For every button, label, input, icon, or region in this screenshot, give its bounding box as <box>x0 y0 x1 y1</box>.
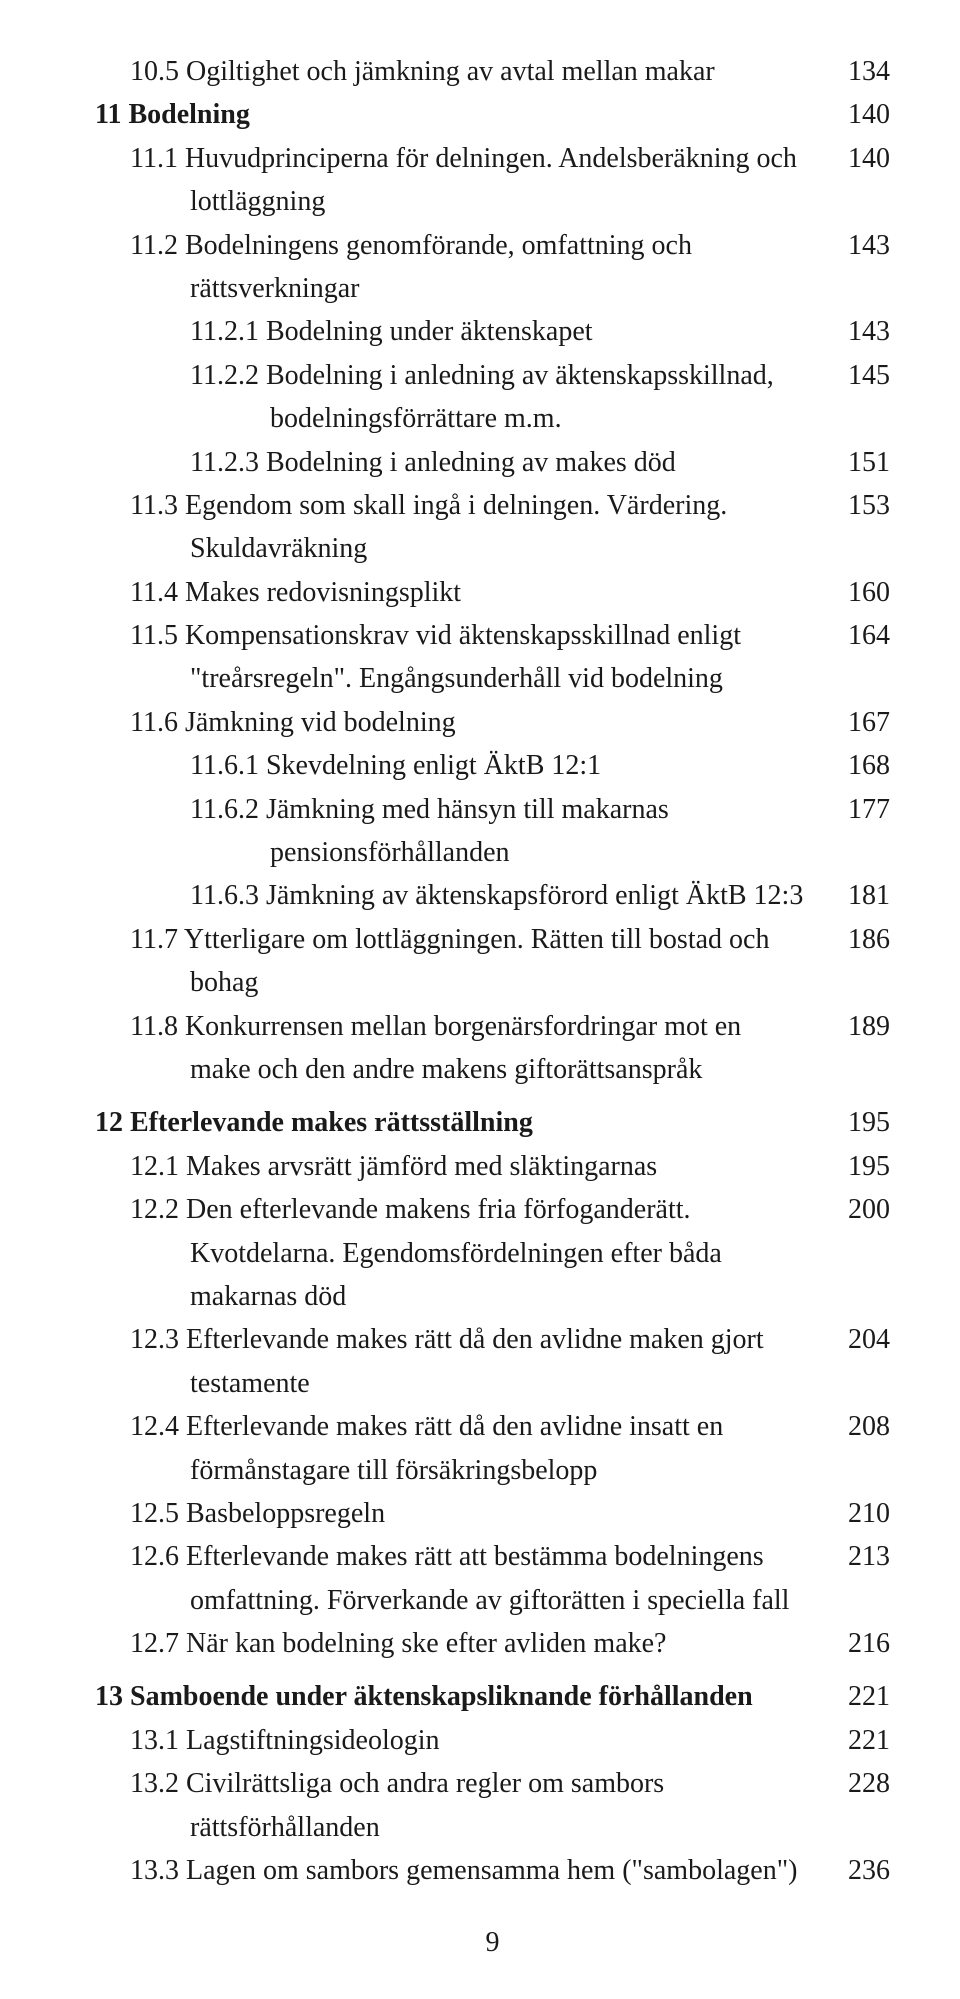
toc-entry: 11.2 Bodelningens genomförande, omfattni… <box>95 224 890 311</box>
toc-entry: 11.2.1 Bodelning under äktenskapet143 <box>95 310 890 353</box>
toc-entry: 13.1 Lagstiftningsideologin221 <box>95 1719 890 1762</box>
toc-entry-page: 213 <box>825 1535 890 1578</box>
toc-entry: 12 Efterlevande makes rättsställning195 <box>95 1101 890 1144</box>
toc-entry-text: 11.3 Egendom som skall ingå i delningen.… <box>95 484 825 571</box>
toc-entry-page: 168 <box>825 744 890 787</box>
toc-entry-page: 236 <box>825 1849 890 1892</box>
toc-entry: 13 Samboende under äktenskapsliknande fö… <box>95 1675 890 1718</box>
toc-entry-text: 13.1 Lagstiftningsideologin <box>95 1719 825 1762</box>
toc-entry-text: 11.1 Huvudprinciperna för delningen. And… <box>95 137 825 224</box>
toc-entry-page: 228 <box>825 1762 890 1805</box>
table-of-contents: 10.5 Ogiltighet och jämkning av avtal me… <box>95 50 890 1892</box>
toc-entry-text: 11.8 Konkurrensen mellan borgenärsfordri… <box>95 1005 825 1092</box>
toc-entry-page: 145 <box>825 354 890 397</box>
toc-entry-text: 12.5 Basbeloppsregeln <box>95 1492 825 1535</box>
toc-entry: 12.6 Efterlevande makes rätt att bestämm… <box>95 1535 890 1622</box>
toc-entry-text: 11.2.3 Bodelning i anledning av makes dö… <box>95 441 825 484</box>
toc-entry: 11.8 Konkurrensen mellan borgenärsfordri… <box>95 1005 890 1092</box>
toc-entry-page: 143 <box>825 310 890 353</box>
toc-entry-text: 12.4 Efterlevande makes rätt då den avli… <box>95 1405 825 1492</box>
toc-entry-page: 160 <box>825 571 890 614</box>
page-container: 10.5 Ogiltighet och jämkning av avtal me… <box>0 0 960 1999</box>
toc-entry: 11.2.3 Bodelning i anledning av makes dö… <box>95 441 890 484</box>
toc-entry: 12.4 Efterlevande makes rätt då den avli… <box>95 1405 890 1492</box>
toc-entry-text: 11.6.3 Jämkning av äktenskapsförord enli… <box>95 874 825 917</box>
toc-entry: 11 Bodelning140 <box>95 93 890 136</box>
toc-entry: 11.2.2 Bodelning i anledning av äktenska… <box>95 354 890 441</box>
toc-entry-page: 221 <box>825 1675 890 1718</box>
toc-entry: 11.7 Ytterligare om lottläggningen. Rätt… <box>95 918 890 1005</box>
toc-entry-page: 134 <box>825 50 890 93</box>
toc-entry-text: 10.5 Ogiltighet och jämkning av avtal me… <box>95 50 825 93</box>
toc-entry-page: 140 <box>825 137 890 180</box>
toc-entry-text: 11.2.1 Bodelning under äktenskapet <box>95 310 825 353</box>
toc-entry-page: 189 <box>825 1005 890 1048</box>
toc-entry: 11.3 Egendom som skall ingå i delningen.… <box>95 484 890 571</box>
toc-entry: 12.3 Efterlevande makes rätt då den avli… <box>95 1318 890 1405</box>
toc-entry-page: 204 <box>825 1318 890 1361</box>
toc-entry-page: 208 <box>825 1405 890 1448</box>
toc-entry-text: 11.6.1 Skevdelning enligt ÄktB 12:1 <box>95 744 825 787</box>
toc-entry: 11.1 Huvudprinciperna för delningen. And… <box>95 137 890 224</box>
toc-entry: 11.6 Jämkning vid bodelning167 <box>95 701 890 744</box>
toc-entry-page: 167 <box>825 701 890 744</box>
toc-entry-page: 177 <box>825 788 890 831</box>
toc-entry-page: 164 <box>825 614 890 657</box>
toc-entry: 12.1 Makes arvsrätt jämförd med släkting… <box>95 1145 890 1188</box>
toc-entry: 13.2 Civilrättsliga och andra regler om … <box>95 1762 890 1849</box>
toc-entry-page: 186 <box>825 918 890 961</box>
toc-entry: 12.5 Basbeloppsregeln210 <box>95 1492 890 1535</box>
toc-entry: 12.7 När kan bodelning ske efter avliden… <box>95 1622 890 1665</box>
toc-entry-page: 153 <box>825 484 890 527</box>
toc-entry-text: 13.2 Civilrättsliga och andra regler om … <box>95 1762 825 1849</box>
toc-entry: 11.6.2 Jämkning med hänsyn till makarnas… <box>95 788 890 875</box>
toc-entry-page: 216 <box>825 1622 890 1665</box>
toc-entry-text: 11.5 Kompensationskrav vid äktenskapsski… <box>95 614 825 701</box>
toc-entry-page: 210 <box>825 1492 890 1535</box>
toc-entry: 11.4 Makes redovisningsplikt160 <box>95 571 890 614</box>
toc-entry-page: 140 <box>825 93 890 136</box>
toc-entry-page: 195 <box>825 1145 890 1188</box>
toc-entry-text: 12 Efterlevande makes rättsställning <box>95 1101 825 1144</box>
toc-entry-text: 11.6 Jämkning vid bodelning <box>95 701 825 744</box>
toc-entry-text: 11.6.2 Jämkning med hänsyn till makarnas… <box>95 788 825 875</box>
toc-entry-text: 12.1 Makes arvsrätt jämförd med släkting… <box>95 1145 825 1188</box>
toc-entry-text: 12.3 Efterlevande makes rätt då den avli… <box>95 1318 825 1405</box>
page-number: 9 <box>95 1927 890 1959</box>
toc-entry: 12.2 Den efterlevande makens fria förfog… <box>95 1188 890 1318</box>
toc-entry-page: 221 <box>825 1719 890 1762</box>
toc-entry-text: 11 Bodelning <box>95 93 825 136</box>
toc-entry-text: 11.7 Ytterligare om lottläggningen. Rätt… <box>95 918 825 1005</box>
toc-entry-page: 151 <box>825 441 890 484</box>
toc-entry-text: 13.3 Lagen om sambors gemensamma hem ("s… <box>95 1849 825 1892</box>
toc-entry-text: 12.6 Efterlevande makes rätt att bestämm… <box>95 1535 825 1622</box>
toc-entry: 11.6.3 Jämkning av äktenskapsförord enli… <box>95 874 890 917</box>
toc-entry-page: 181 <box>825 874 890 917</box>
toc-entry: 13.3 Lagen om sambors gemensamma hem ("s… <box>95 1849 890 1892</box>
toc-entry-text: 12.2 Den efterlevande makens fria förfog… <box>95 1188 825 1318</box>
toc-entry: 11.6.1 Skevdelning enligt ÄktB 12:1168 <box>95 744 890 787</box>
toc-entry-text: 11.4 Makes redovisningsplikt <box>95 571 825 614</box>
toc-entry: 11.5 Kompensationskrav vid äktenskapsski… <box>95 614 890 701</box>
toc-entry-text: 12.7 När kan bodelning ske efter avliden… <box>95 1622 825 1665</box>
toc-entry: 10.5 Ogiltighet och jämkning av avtal me… <box>95 50 890 93</box>
toc-entry-text: 11.2 Bodelningens genomförande, omfattni… <box>95 224 825 311</box>
toc-entry-page: 143 <box>825 224 890 267</box>
toc-entry-page: 195 <box>825 1101 890 1144</box>
toc-entry-page: 200 <box>825 1188 890 1231</box>
toc-entry-text: 11.2.2 Bodelning i anledning av äktenska… <box>95 354 825 441</box>
toc-entry-text: 13 Samboende under äktenskapsliknande fö… <box>95 1675 825 1718</box>
